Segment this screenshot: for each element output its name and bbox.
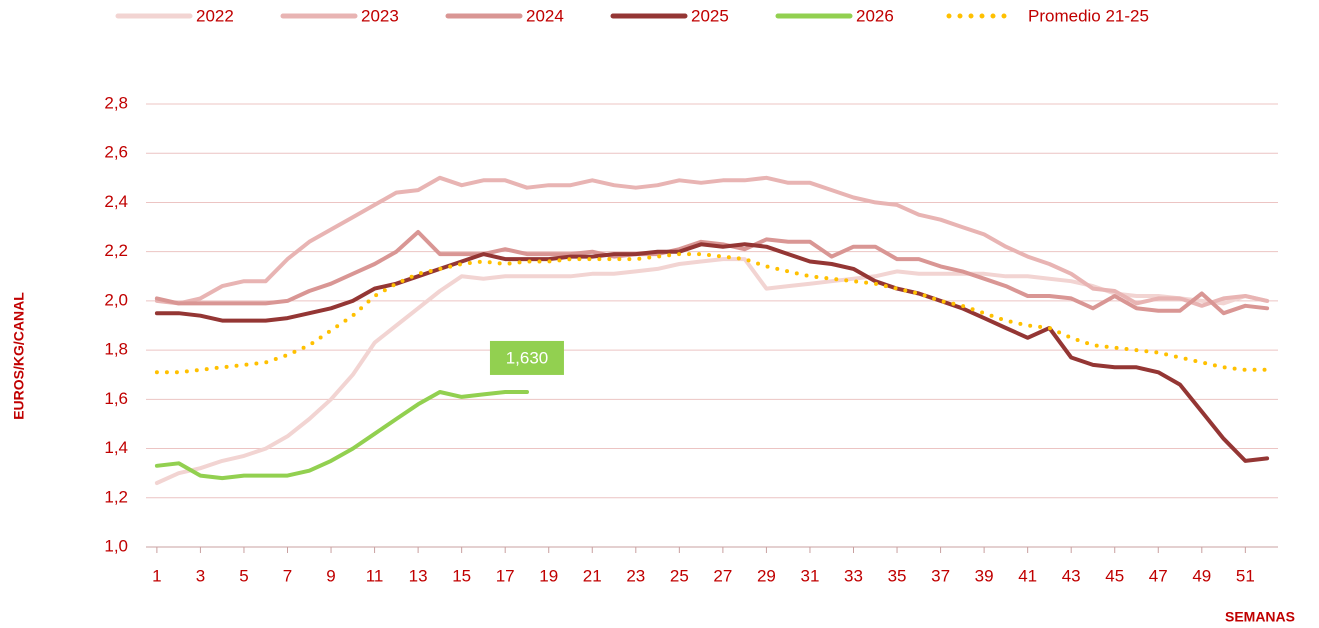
x-tick-label: 31 xyxy=(801,566,820,585)
data-label-box xyxy=(489,340,564,375)
x-tick-label: 27 xyxy=(713,566,732,585)
y-tick-label: 1,8 xyxy=(104,340,128,359)
x-tick-label: 37 xyxy=(931,566,950,585)
series-line xyxy=(154,252,1270,375)
x-tick-label: 19 xyxy=(539,566,558,585)
y-tick-label: 1,0 xyxy=(104,536,128,555)
x-tick-label: 7 xyxy=(283,566,292,585)
x-tick-label: 45 xyxy=(1105,566,1124,585)
x-tick-label: 21 xyxy=(583,566,602,585)
x-tick-label: 29 xyxy=(757,566,776,585)
x-tick-label: 23 xyxy=(626,566,645,585)
y-tick-label: 1,2 xyxy=(104,487,128,506)
y-tick-label: 2,8 xyxy=(104,93,128,112)
x-tick-label: 33 xyxy=(844,566,863,585)
x-tick-label: 35 xyxy=(888,566,907,585)
y-tick-label: 2,6 xyxy=(104,143,128,162)
series-line xyxy=(154,242,1270,463)
x-tick-label: 17 xyxy=(496,566,515,585)
data-label: 1,630 xyxy=(506,348,549,367)
x-tick-label: 13 xyxy=(409,566,428,585)
x-tick-label: 41 xyxy=(1018,566,1037,585)
legend-label: 2023 xyxy=(361,6,399,25)
y-tick-label: 2,2 xyxy=(104,241,128,260)
x-tick-label: 47 xyxy=(1149,566,1168,585)
x-tick-label: 9 xyxy=(326,566,335,585)
series-line xyxy=(154,230,1270,316)
x-tick-label: 43 xyxy=(1062,566,1081,585)
x-tick-label: 3 xyxy=(196,566,205,585)
series-line xyxy=(154,257,1270,485)
y-tick-label: 1,6 xyxy=(104,389,128,408)
legend-label: Promedio 21-25 xyxy=(1028,6,1149,25)
legend-label: 2022 xyxy=(196,6,234,25)
x-tick-label: 39 xyxy=(975,566,994,585)
x-tick-label: 25 xyxy=(670,566,689,585)
legend-label: 2026 xyxy=(856,6,894,25)
legend-label: 2025 xyxy=(691,6,729,25)
series-line xyxy=(154,175,1270,308)
x-tick-label: 49 xyxy=(1192,566,1211,585)
y-tick-label: 2,4 xyxy=(104,192,128,211)
x-tick-label: 51 xyxy=(1236,566,1255,585)
x-tick-label: 1 xyxy=(152,566,161,585)
legend-label: 2024 xyxy=(526,6,564,25)
x-tick-label: 5 xyxy=(239,566,248,585)
y-tick-label: 2,0 xyxy=(104,290,128,309)
series-line xyxy=(154,390,529,481)
y-axis-title: EUROS/KG/CANAL xyxy=(11,292,27,420)
x-tick-label: 11 xyxy=(366,566,384,585)
x-axis-title: SEMANAS xyxy=(1225,609,1295,625)
x-tick-label: 15 xyxy=(452,566,471,585)
y-tick-label: 1,4 xyxy=(104,438,128,457)
